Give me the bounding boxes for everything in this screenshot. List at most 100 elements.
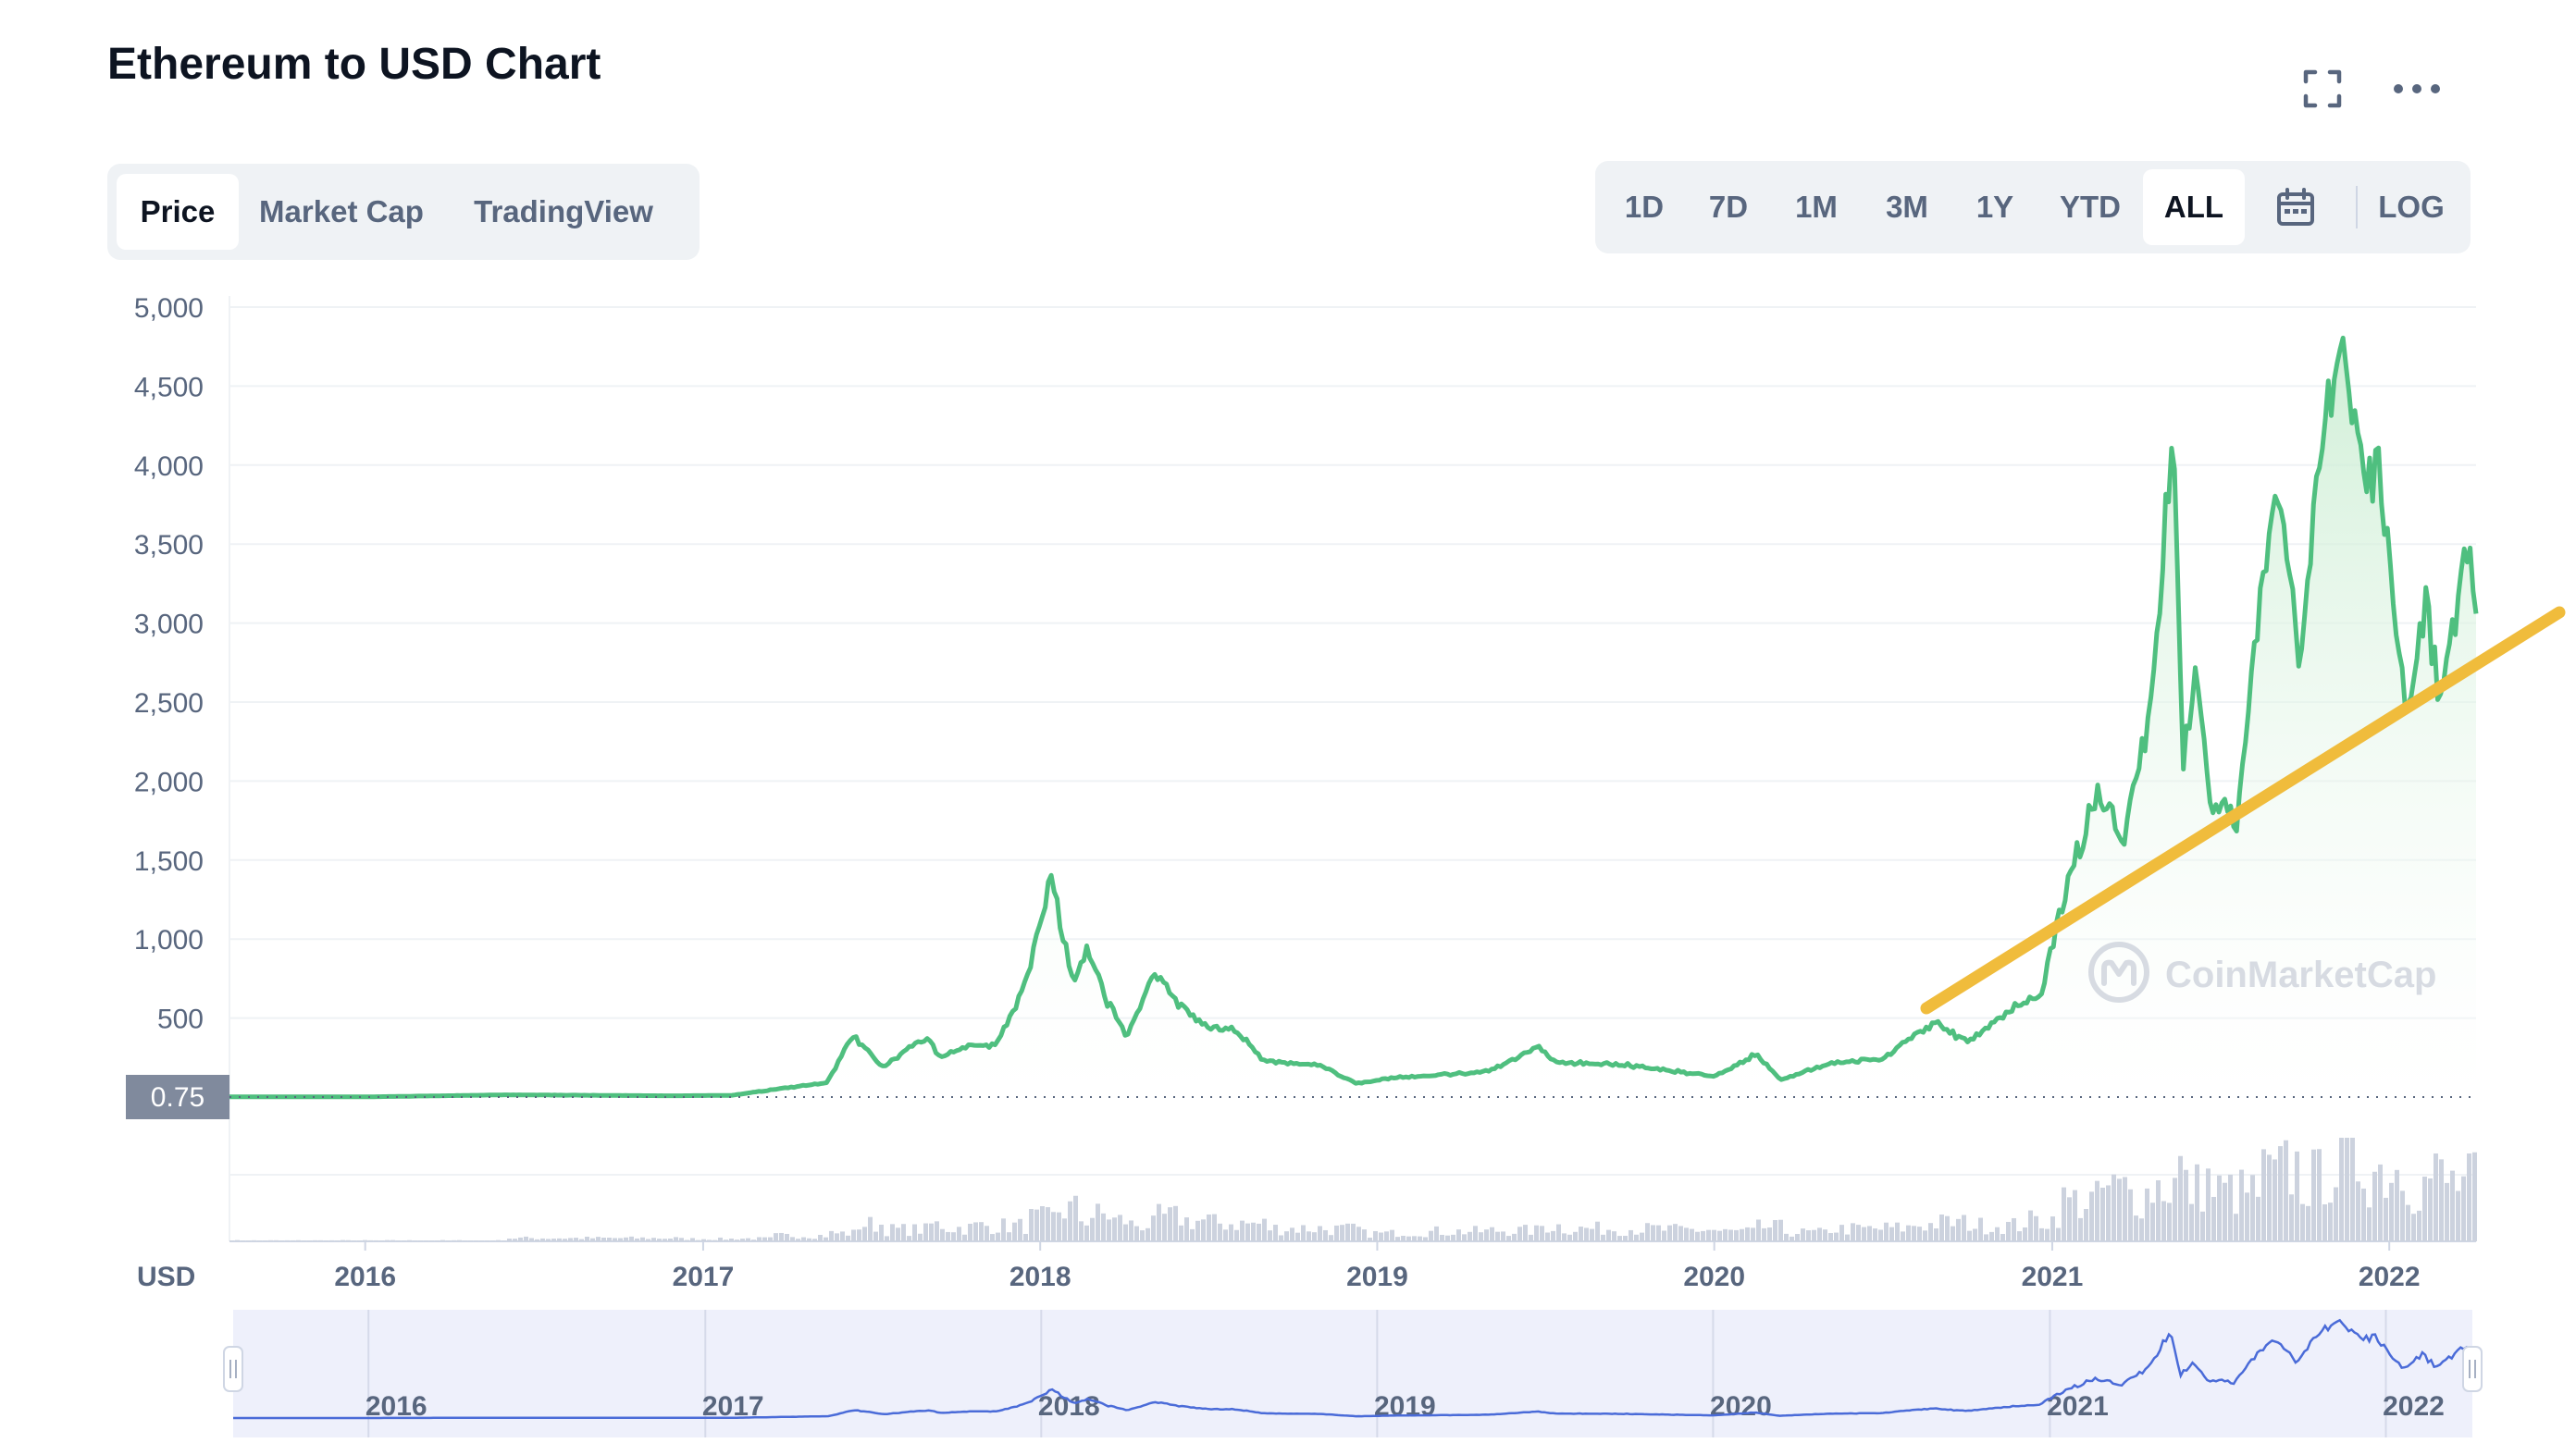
volume-bar [1745,1227,1750,1241]
volume-bar [1157,1203,1161,1241]
volume-bar [2034,1215,2038,1241]
volume-bar [1834,1232,1839,1241]
log-scale-toggle[interactable]: LOG [2378,190,2445,224]
volume-bar [1445,1235,1450,1241]
volume-bar [452,1240,456,1241]
volume-bar [424,1240,428,1241]
volume-bar [1268,1230,1272,1241]
volume-bar [807,1238,811,1241]
tab-market-cap[interactable]: Market Cap [259,194,424,228]
volume-bar [1245,1223,1250,1241]
volume-bar [1984,1234,1988,1241]
volume-bar [440,1240,445,1241]
volume-bar [529,1238,534,1241]
volume-bar [468,1240,473,1241]
volume-bar [2173,1178,2177,1241]
volume-bar [1140,1230,1145,1241]
volume-bar [568,1238,573,1241]
volume-bar [1462,1234,1467,1241]
range-1d[interactable]: 1D [1624,190,1665,224]
volume-bar [2300,1203,2305,1241]
volume-bar [2145,1188,2149,1241]
y-tick-label: 4,500 [134,372,204,402]
price-area [229,338,2476,1097]
volume-bar [1717,1230,1722,1241]
volume-bar [2073,1190,2077,1241]
volume-bar [1995,1227,2000,1241]
y-tick-label: 1,000 [134,925,204,956]
volume-bar [735,1240,739,1241]
calendar-button[interactable] [2245,169,2347,245]
volume-bar [2195,1164,2199,1241]
volume-bar [1823,1229,1827,1241]
range-3m[interactable]: 3M [1886,190,1928,224]
volume-bar [629,1236,634,1241]
volume-bar [973,1222,978,1241]
volume-bar [1473,1226,1478,1241]
volume-bar [2445,1182,2449,1241]
volume-bar [418,1240,423,1241]
volume-bar [1401,1236,1406,1241]
volume-bar [2106,1185,2111,1241]
volume-bar [674,1237,678,1241]
volume-bar [1878,1229,1883,1241]
tab-price[interactable]: Price [117,174,239,250]
volume-bar [1090,1217,1095,1241]
volume-bar [596,1237,601,1241]
current-price-badge: 0.75 [126,1075,229,1119]
volume-bar [2139,1218,2144,1241]
volume-bar [1490,1227,1494,1241]
volume-bar [835,1233,839,1241]
volume-bar [785,1233,789,1241]
volume-bar [235,1240,240,1241]
volume-bar [1590,1228,1594,1241]
volume-bar [2000,1234,2005,1241]
volume-bar [762,1237,767,1241]
volume-bar [1673,1224,1678,1241]
volume-bar [2112,1174,2116,1241]
volume-bar [1540,1226,1544,1241]
range-1y[interactable]: 1Y [1975,190,2014,224]
range-ytd[interactable]: YTD [2060,190,2121,224]
more-options-button[interactable] [2384,56,2450,122]
volume-bar [1945,1215,1950,1241]
range-7d[interactable]: 7D [1708,190,1749,224]
volume-bar [2156,1180,2161,1241]
range-divider [2356,186,2358,228]
tab-tradingview[interactable]: TradingView [474,194,653,228]
volume-bar [2217,1175,2222,1241]
volume-bar [1107,1219,1111,1241]
range-1m[interactable]: 1M [1795,190,1838,224]
volume-bar [1751,1227,1755,1241]
volume-bar [1356,1227,1361,1241]
volume-bar [1468,1231,1472,1241]
volume-bar [685,1240,689,1241]
y-tick-label: 1,500 [134,846,204,877]
volume-bar [1273,1225,1278,1241]
volume-bar [1645,1223,1650,1241]
volume-bar [1329,1235,1333,1241]
volume-bar [1923,1230,1927,1241]
volume-bar [2395,1169,2399,1241]
volume-bar [1790,1236,1794,1241]
volume-bar [1134,1226,1139,1241]
navigator-left-handle[interactable] [223,1346,243,1392]
page-title: Ethereum to USD Chart [107,40,601,89]
volume-bar [2006,1221,2011,1241]
range-all[interactable]: ALL [2143,169,2245,245]
volume-bar [1368,1238,1372,1241]
volume-bar [1529,1234,1533,1241]
navigator-right-handle[interactable] [2462,1346,2483,1392]
volume-bar [2289,1194,2294,1241]
volume-bar [1207,1214,1211,1241]
volume-bar [352,1240,356,1241]
volume-bar [1884,1222,1889,1241]
volume-bar [2411,1214,2416,1241]
y-tick-label: 5,000 [134,293,204,324]
fullscreen-button[interactable] [2289,56,2356,122]
volume-bar [707,1240,712,1241]
y-tick-label: 4,000 [134,451,204,482]
volume-bar [1656,1225,1661,1241]
volume-bar [2311,1149,2316,1241]
volume-bar [2306,1205,2310,1241]
